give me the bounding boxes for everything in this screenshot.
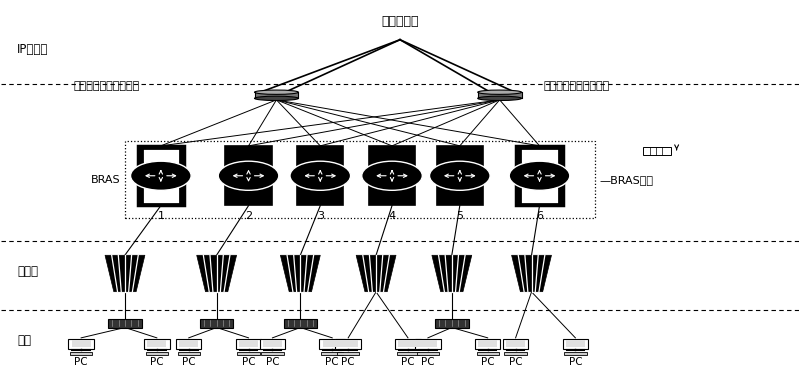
Bar (321, 352, 343, 355)
Text: PC: PC (569, 357, 582, 367)
Polygon shape (512, 255, 551, 292)
Bar (125, 141, 595, 218)
Text: PC: PC (481, 357, 494, 367)
Text: PC: PC (182, 357, 195, 367)
Bar (138, 146, 184, 205)
Text: 3: 3 (317, 211, 324, 221)
Text: PC: PC (401, 357, 414, 367)
Ellipse shape (254, 96, 298, 100)
Circle shape (430, 161, 490, 190)
Bar (239, 340, 258, 347)
Bar (108, 319, 142, 327)
Circle shape (290, 161, 350, 190)
Text: 电信核心网: 电信核心网 (382, 15, 418, 28)
Bar (475, 339, 501, 349)
Ellipse shape (254, 90, 298, 94)
Text: PC: PC (509, 357, 522, 367)
Bar (262, 352, 284, 355)
Circle shape (130, 161, 191, 190)
Bar (564, 352, 586, 355)
Bar (435, 319, 469, 327)
Bar (395, 339, 421, 349)
Text: PC: PC (421, 357, 434, 367)
Text: 主用地址池管理服务器: 主用地址池管理服务器 (73, 81, 139, 91)
Bar (478, 340, 498, 347)
Bar (415, 339, 441, 349)
Bar (398, 340, 418, 347)
Polygon shape (432, 255, 472, 292)
Text: 6: 6 (536, 211, 543, 221)
Text: PC: PC (150, 357, 164, 367)
Bar (478, 92, 522, 98)
Text: BRAS: BRAS (91, 174, 121, 185)
Bar (142, 148, 180, 203)
Polygon shape (197, 255, 237, 292)
Bar (178, 352, 200, 355)
Polygon shape (356, 255, 396, 292)
Bar (179, 340, 198, 347)
Text: 2: 2 (245, 211, 252, 221)
Bar (254, 92, 298, 98)
Bar (335, 339, 361, 349)
Text: IP骨干网: IP骨干网 (18, 43, 49, 56)
Bar (506, 340, 525, 347)
Text: PC: PC (74, 357, 88, 367)
Bar (71, 340, 90, 347)
Bar (319, 339, 345, 349)
Text: PC: PC (342, 357, 355, 367)
Bar (238, 352, 260, 355)
Bar (200, 319, 234, 327)
Bar (322, 340, 342, 347)
Bar (142, 148, 180, 203)
Bar (176, 339, 202, 349)
Circle shape (510, 161, 570, 190)
Bar (144, 339, 170, 349)
Text: 备用地址池管理服务器: 备用地址池管理服务器 (543, 81, 610, 91)
Bar (503, 339, 528, 349)
Bar (226, 146, 272, 205)
Ellipse shape (478, 96, 522, 100)
Bar (236, 339, 262, 349)
Bar (338, 340, 358, 347)
Bar (146, 352, 168, 355)
Bar (284, 319, 317, 327)
Text: PC: PC (326, 357, 339, 367)
Bar (147, 340, 166, 347)
Bar (70, 352, 92, 355)
Ellipse shape (478, 90, 522, 94)
Bar (505, 352, 526, 355)
Bar (477, 352, 499, 355)
Polygon shape (281, 255, 320, 292)
Bar (566, 340, 585, 347)
Bar (369, 146, 415, 205)
Text: 4: 4 (389, 211, 395, 221)
Circle shape (218, 161, 279, 190)
Text: 终端: 终端 (18, 334, 31, 347)
Bar (520, 148, 558, 203)
Bar (520, 148, 558, 203)
Bar (418, 340, 438, 347)
Circle shape (362, 161, 422, 190)
Polygon shape (105, 255, 145, 292)
Text: PC: PC (266, 357, 279, 367)
Text: PC: PC (242, 357, 255, 367)
Bar (297, 146, 343, 205)
Bar (68, 339, 94, 349)
Text: —BRAS集群: —BRAS集群 (599, 174, 654, 185)
Bar (397, 352, 419, 355)
Bar (516, 146, 562, 205)
Text: 1: 1 (158, 211, 164, 221)
Text: 5: 5 (456, 211, 463, 221)
Bar (260, 339, 285, 349)
Bar (337, 352, 359, 355)
Bar (263, 340, 282, 347)
Bar (562, 339, 588, 349)
Bar (437, 146, 483, 205)
Bar (417, 352, 439, 355)
Text: 接入网: 接入网 (18, 265, 38, 278)
Bar (643, 147, 671, 155)
